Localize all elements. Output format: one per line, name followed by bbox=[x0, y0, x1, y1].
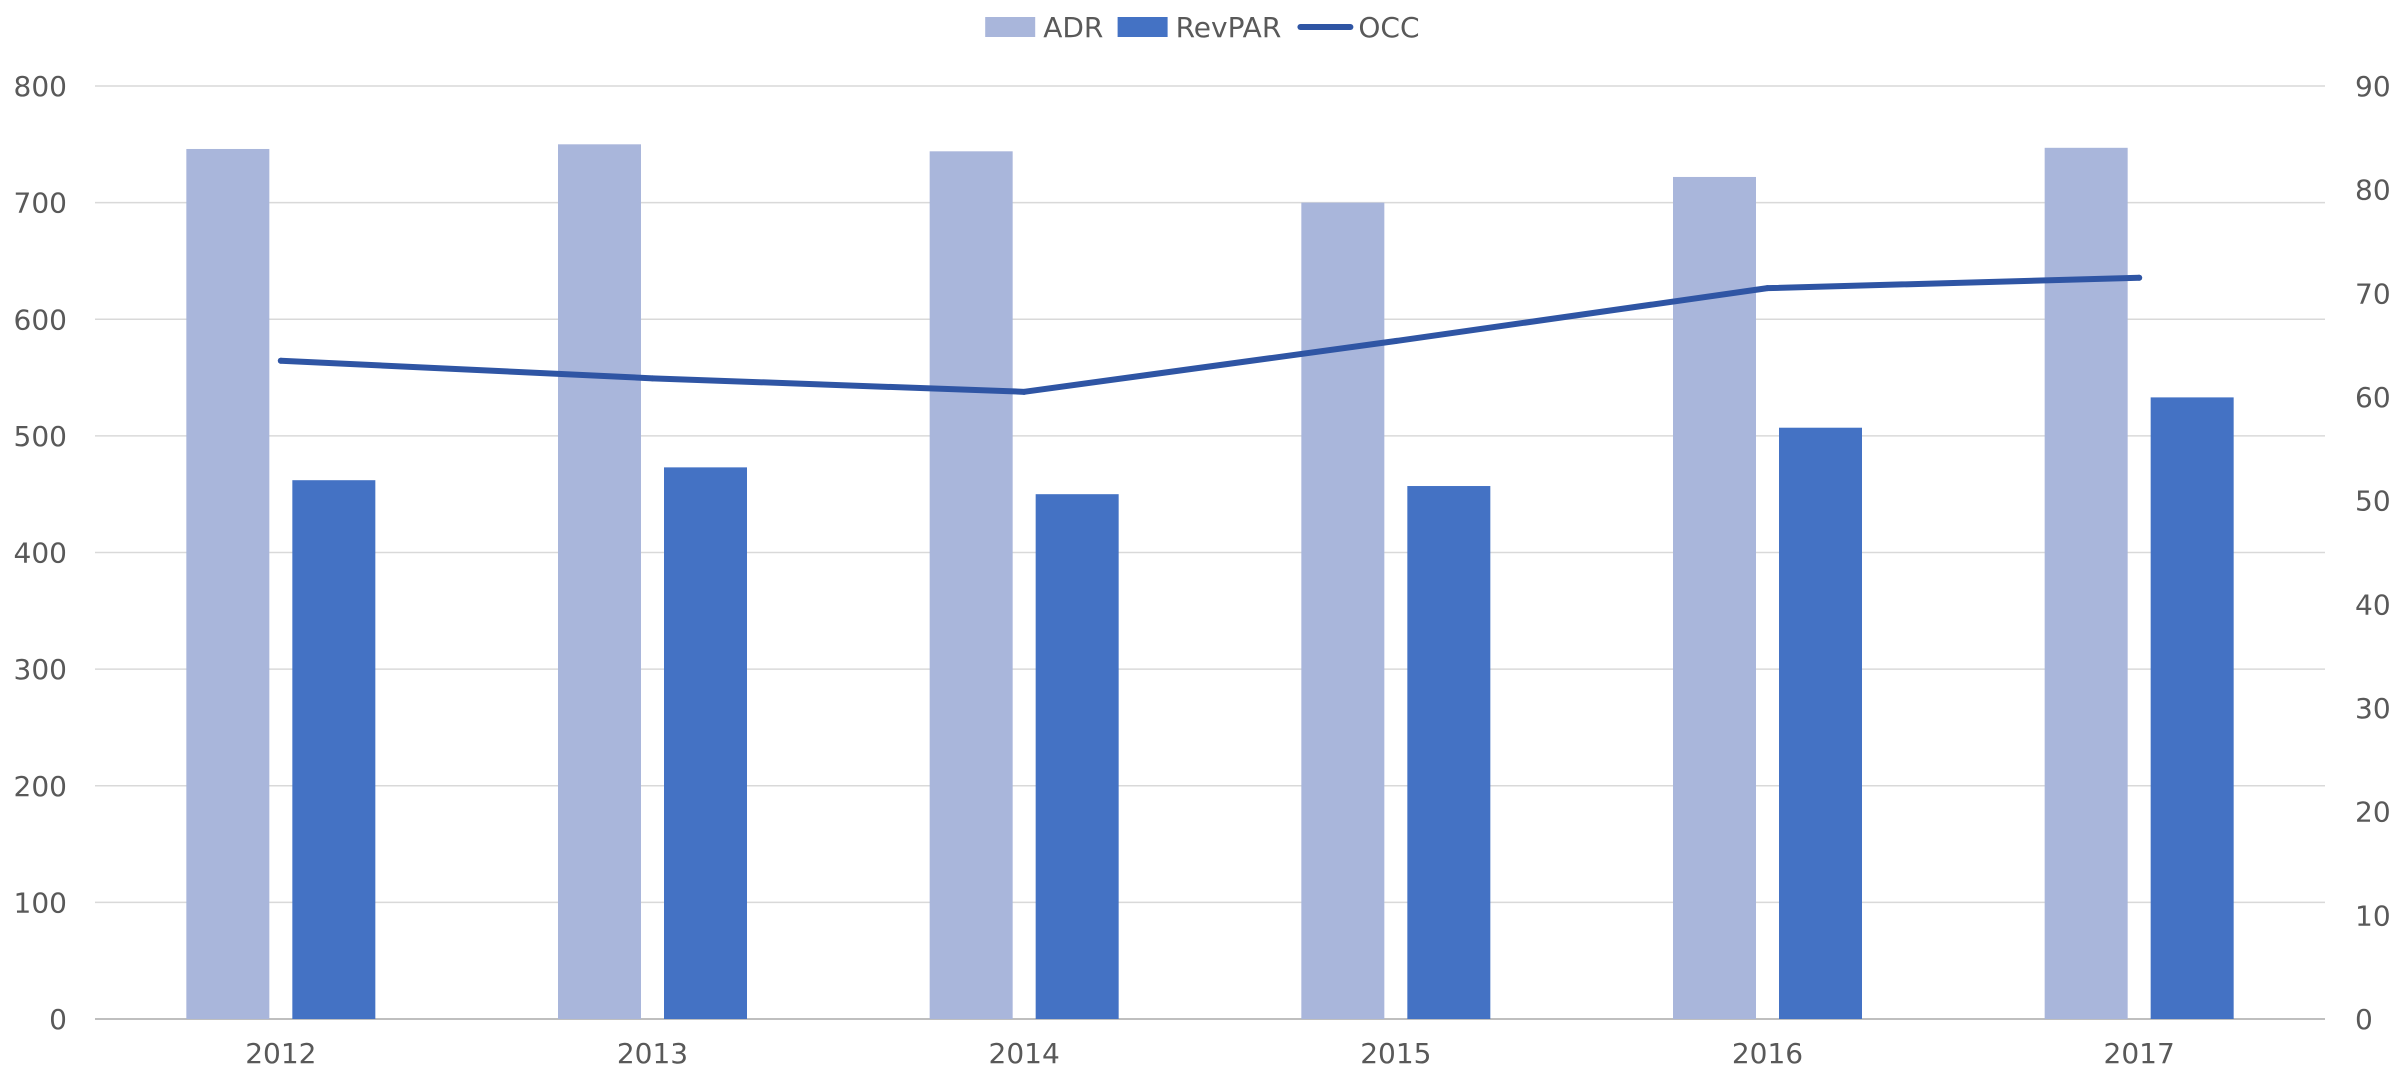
axes: 0 100 200 300 400 500 600 700 800 0 10 20 30 40 50 60 70… bbox=[14, 70, 2391, 1070]
y-left-tick-label: 0 bbox=[49, 1003, 67, 1036]
bar-adr bbox=[558, 144, 641, 1019]
y-left-tick-label: 500 bbox=[14, 420, 67, 453]
bar-revpar bbox=[1407, 486, 1491, 1019]
legend-label-adr: ADR bbox=[1043, 11, 1103, 44]
y-right-tick-label: 70 bbox=[2355, 277, 2391, 310]
y-right-tick-label: 10 bbox=[2355, 899, 2391, 932]
y-left-tick-label: 600 bbox=[14, 303, 67, 336]
y-right-tick-label: 50 bbox=[2355, 485, 2391, 518]
legend-swatch-adr bbox=[985, 17, 1036, 37]
bar-adr bbox=[1301, 202, 1385, 1019]
line-occ bbox=[277, 274, 2143, 395]
x-tick-label: 2017 bbox=[2104, 1037, 2175, 1070]
bar-adr bbox=[186, 148, 270, 1020]
bars bbox=[186, 144, 2234, 1020]
x-tick-label: 2016 bbox=[1732, 1037, 1803, 1070]
x-tick-label: 2012 bbox=[245, 1037, 316, 1070]
y-left-tick-label: 200 bbox=[14, 770, 67, 803]
y-right-tick-label: 40 bbox=[2355, 588, 2391, 621]
legend-label-revpar: RevPAR bbox=[1176, 11, 1282, 44]
bar-revpar bbox=[292, 480, 376, 1019]
y-right-tick-label: 80 bbox=[2355, 174, 2391, 207]
y-left-tick-label: 100 bbox=[14, 886, 67, 919]
bar-revpar bbox=[664, 467, 747, 1019]
y-left-tick-label: 700 bbox=[14, 187, 67, 220]
point-occ bbox=[1764, 285, 1771, 292]
y-right-tick-label: 30 bbox=[2355, 692, 2391, 725]
bar-adr bbox=[929, 151, 1013, 1019]
bar-revpar bbox=[1035, 494, 1119, 1019]
bar-adr bbox=[1673, 176, 1756, 1019]
point-occ bbox=[649, 375, 656, 382]
bar-revpar bbox=[2150, 397, 2234, 1019]
bar-revpar bbox=[1779, 427, 1862, 1019]
y-right-tick-label: 60 bbox=[2355, 381, 2391, 414]
point-occ bbox=[1021, 388, 1028, 395]
y-left-tick-label: 800 bbox=[14, 70, 67, 103]
x-tick-label: 2013 bbox=[617, 1037, 688, 1070]
point-occ bbox=[277, 357, 284, 364]
point-occ bbox=[1392, 338, 1399, 345]
y-right-tick-label: 20 bbox=[2355, 796, 2391, 829]
legend-label-occ: OCC bbox=[1358, 11, 1419, 44]
legend-swatch-revpar bbox=[1117, 17, 1168, 37]
x-tick-label: 2014 bbox=[989, 1037, 1060, 1070]
gridlines bbox=[95, 85, 2325, 1020]
y-right-tick-label: 0 bbox=[2355, 1003, 2373, 1036]
y-right-tick-label: 90 bbox=[2355, 70, 2391, 103]
bar-adr bbox=[2044, 147, 2128, 1019]
legend: ADR RevPAR OCC bbox=[985, 11, 1420, 44]
y-left-tick-label: 400 bbox=[14, 537, 67, 570]
y-left-tick-label: 300 bbox=[14, 653, 67, 686]
point-occ bbox=[2136, 274, 2143, 281]
line-series bbox=[277, 274, 2143, 395]
x-tick-label: 2015 bbox=[1360, 1037, 1431, 1070]
